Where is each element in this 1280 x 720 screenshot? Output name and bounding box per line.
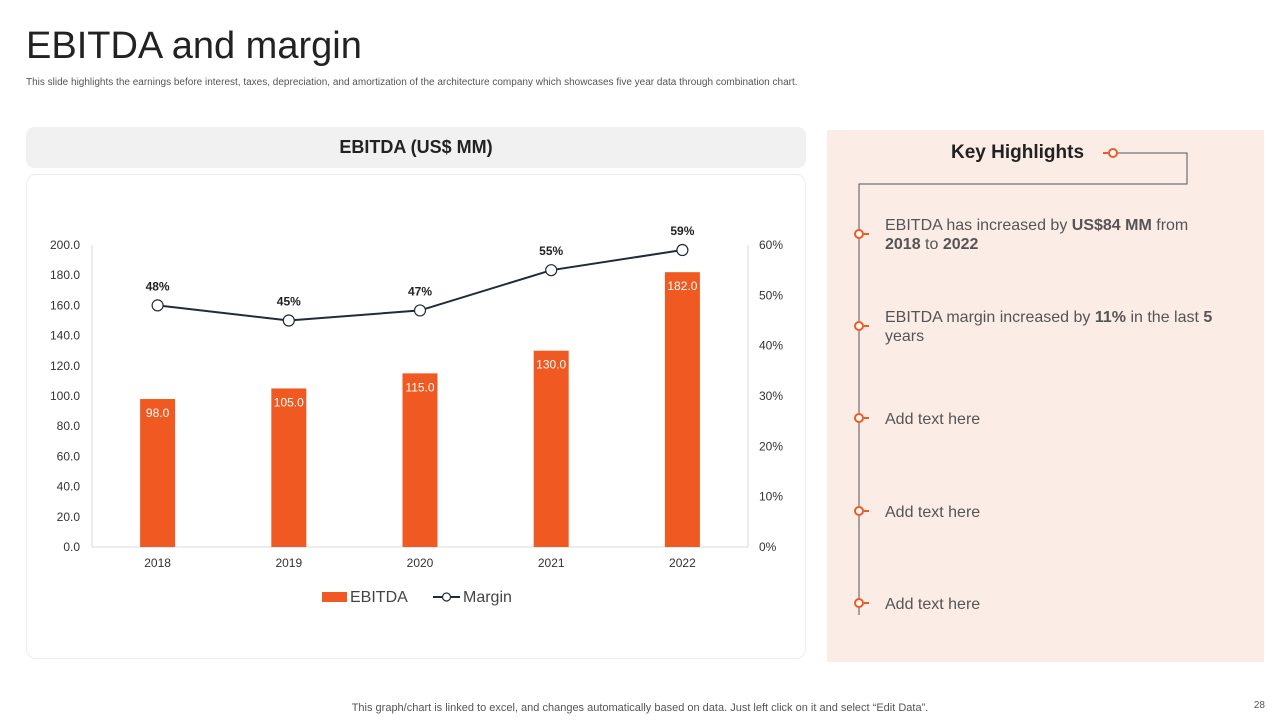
y2-tick-label: 50% [759,288,783,302]
y2-tick-label: 20% [759,439,783,453]
x-tick-label: 2022 [669,556,696,570]
y-tick-label: 100.0 [50,389,80,403]
highlight-text-segment: in the last [1126,309,1204,326]
y-tick-label: 180.0 [50,268,80,282]
highlight-text-segment: 11% [1094,309,1127,326]
y2-tick-label: 10% [759,490,783,504]
y-tick-label: 80.0 [57,419,81,433]
margin-point-2021 [545,264,558,277]
margin-point-2022 [676,243,689,257]
x-tick-label: 2019 [275,556,302,570]
y2-tick-label: 60% [759,238,783,252]
key-highlights-panel [827,130,1264,662]
y-tick-label: 120.0 [50,359,80,373]
highlight-item-1: EBITDA has increased by US$84 MM from 20… [885,216,1215,254]
timeline-node-icon [854,598,869,608]
bar-data-label: 182.0 [667,279,697,293]
highlight-text-segment: 2018 [885,236,921,253]
page-subtitle: This slide highlights the earnings befor… [26,77,798,88]
page-title: EBITDA and margin [26,25,362,67]
ebitda-combo-chart[interactable]: 0.0 20.0 40.0 60.0 80.0 100.0 120.0 140.0 160.0 1… [26,174,806,659]
highlight-item-2: EBITDA margin increased by 11% in the la… [885,308,1215,346]
timeline-node-icon [854,413,869,423]
timeline-node-icon [854,321,869,331]
timeline-node-icon [854,506,869,516]
page-number: 28 [1253,700,1265,711]
bar-data-label: 98.0 [146,406,170,420]
highlight-item-4: Add text here [885,503,1215,522]
margin-point-2020 [413,304,427,317]
highlights-timeline [854,148,1188,615]
legend-margin-label: Margin [463,589,512,606]
margin-data-label: 59% [670,224,694,238]
highlight-item-5: Add text here [885,595,1215,614]
timeline-connector-icon [1103,148,1118,158]
key-highlights-title: Key Highlights [951,142,1085,163]
bar-ebitda-2021 [533,350,569,547]
legend-margin-marker [441,592,452,602]
highlight-text-segment: EBITDA has increased by [885,217,1072,234]
margin-point-2019 [282,314,295,327]
footer-note: This graph/chart is linked to excel, and… [351,702,929,714]
bar-ebitda-2018 [140,399,176,547]
y-tick-label: 0.0 [63,540,80,554]
y-tick-label: 160.0 [50,298,80,312]
bar-ebitda-2020 [402,373,438,547]
highlight-text-segment: 2022 [942,236,979,253]
chart-header: EBITDA (US$ MM) [26,127,806,168]
highlight-text-segment: to [920,236,943,253]
legend-ebitda-label: EBITDA [350,589,408,606]
margin-data-label: 55% [539,244,563,258]
highlight-text-segment: Add text here [885,596,981,613]
bar-ebitda-2022 [664,272,700,547]
bar-data-label: 115.0 [405,380,434,394]
highlight-text-segment: Add text here [885,411,981,428]
y-tick-label: 200.0 [50,238,80,252]
highlight-text-segment: US$84 MM [1071,217,1152,234]
y-tick-label: 20.0 [57,510,81,524]
chart-container[interactable] [26,174,806,659]
bar-data-label: 105.0 [274,395,304,409]
margin-data-label: 48% [146,279,170,293]
margin-point-2018 [151,299,164,312]
x-tick-label: 2018 [144,556,171,570]
y-tick-label: 140.0 [50,329,80,343]
highlight-text-segment: from [1151,217,1189,234]
bar-data-label: 130.0 [536,358,566,372]
y2-tick-label: 0% [759,540,777,554]
y2-tick-label: 30% [759,389,783,403]
bar-ebitda-2019 [271,388,307,547]
highlight-item-3: Add text here [885,410,1215,429]
legend-ebitda-swatch [322,592,347,602]
margin-data-label: 45% [277,295,301,309]
y-tick-label: 60.0 [57,449,81,463]
y2-tick-label: 40% [759,339,783,353]
timeline-node-icon [854,229,869,239]
highlight-text-segment: Add text here [885,504,981,521]
y-tick-label: 40.0 [57,480,81,494]
margin-data-label: 47% [408,284,432,298]
x-tick-label: 2021 [538,556,565,570]
x-tick-label: 2020 [407,556,434,570]
highlight-text-segment: years [885,328,925,345]
highlight-text-segment: EBITDA margin increased by [885,309,1095,326]
highlight-text-segment: 5 [1203,309,1213,326]
